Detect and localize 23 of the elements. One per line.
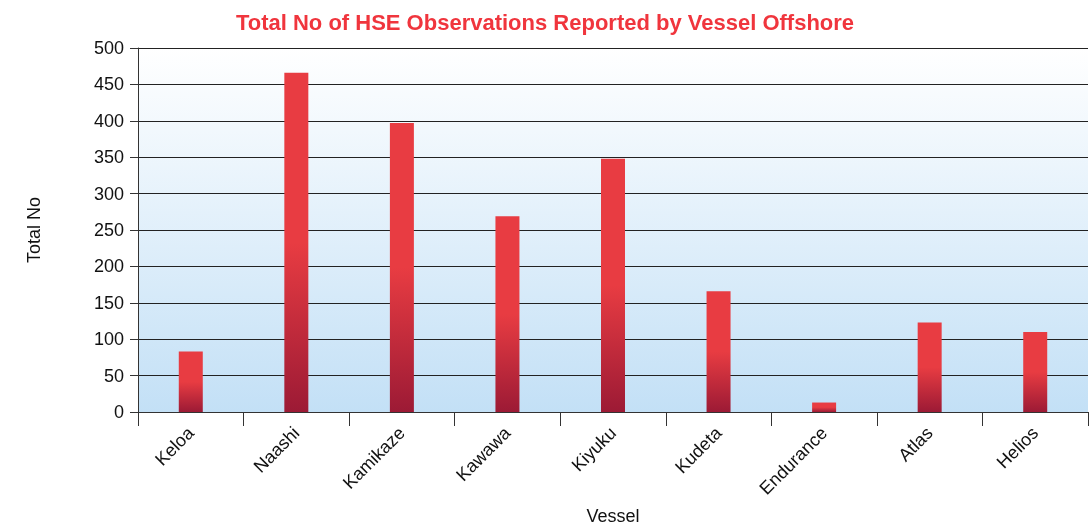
bar — [917, 322, 942, 412]
chart-title: Total No of HSE Observations Reported by Vessel Offshore — [235, 9, 855, 35]
y-tick-label: 200 — [93, 256, 124, 277]
bar — [1023, 331, 1048, 412]
y-axis-title: Total No — [24, 196, 44, 264]
bar — [495, 216, 520, 412]
y-tick-label: 50 — [103, 365, 124, 386]
y-tick-label: 150 — [93, 292, 124, 313]
bar — [178, 351, 203, 412]
y-tick-label: 450 — [93, 74, 124, 95]
bar — [706, 291, 731, 412]
y-tick-label: 100 — [93, 329, 124, 350]
x-axis-title: Vessel — [586, 506, 640, 526]
y-tick-label: 300 — [93, 183, 124, 204]
y-tick-label: 250 — [93, 220, 124, 240]
bar — [812, 402, 837, 412]
y-tick-label: 400 — [93, 110, 124, 131]
y-tick-label: 0 — [113, 402, 124, 422]
bar — [601, 158, 625, 412]
y-tick-label: 350 — [93, 147, 124, 168]
bar — [284, 72, 309, 412]
y-tick-label: 500 — [93, 38, 124, 58]
bar — [389, 122, 414, 412]
